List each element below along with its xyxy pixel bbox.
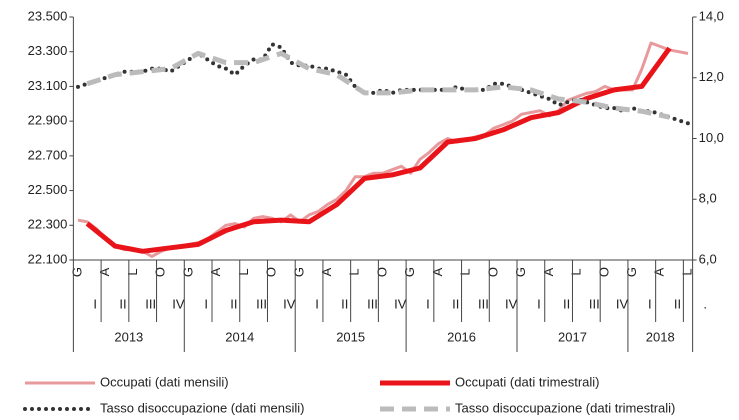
quarter-label: III xyxy=(145,296,156,311)
quarter-label: IV xyxy=(394,296,407,311)
series-line xyxy=(85,46,672,254)
year-label: 2017 xyxy=(558,329,587,344)
quarter-label: II xyxy=(563,296,570,311)
year-label: 2016 xyxy=(447,329,476,344)
quarter-label: I xyxy=(648,296,652,311)
month-label: L xyxy=(458,268,473,275)
y-tick-label: 22.500 xyxy=(28,182,68,197)
quarter-label: IV xyxy=(505,296,518,311)
y-tick-label: 22.900 xyxy=(28,113,68,128)
month-label: O xyxy=(374,267,389,277)
quarter-label: IV xyxy=(172,296,185,311)
y-tick-label: 23.300 xyxy=(28,43,68,58)
quarter-label: I xyxy=(204,296,208,311)
quarter-label: III xyxy=(256,296,267,311)
legend-label: Tasso disoccupazione (dati trimestrali) xyxy=(455,400,675,415)
month-label: G xyxy=(624,267,639,277)
quarter-label: I xyxy=(426,296,430,311)
month-label: G xyxy=(513,267,528,277)
quarter-label: I xyxy=(537,296,541,311)
month-label: O xyxy=(485,267,500,277)
legend-label: Tasso disoccupazione (dati mensili) xyxy=(100,400,304,415)
quarter-label: II xyxy=(119,296,126,311)
month-label: G xyxy=(402,267,417,277)
quarter-label: . xyxy=(703,296,707,311)
month-label: A xyxy=(652,267,667,276)
y-tick-label: 23.500 xyxy=(28,8,68,23)
quarter-label: II xyxy=(230,296,237,311)
legend-label: Occupati (dati trimestrali) xyxy=(455,374,599,389)
quarter-label: III xyxy=(478,296,489,311)
month-label: A xyxy=(97,267,112,276)
month-label: O xyxy=(596,267,611,277)
month-label: O xyxy=(264,267,279,277)
month-label: L xyxy=(347,268,362,275)
month-label: A xyxy=(319,267,334,276)
quarter-label: III xyxy=(367,296,378,311)
quarter-label: II xyxy=(452,296,459,311)
series-line xyxy=(77,41,689,258)
quarter-label: IV xyxy=(283,296,296,311)
month-label: L xyxy=(125,268,140,275)
quarter-label: I xyxy=(315,296,319,311)
quarter-label: I xyxy=(93,296,97,311)
y2-tick-label: 6,0 xyxy=(699,251,717,266)
year-label: 2013 xyxy=(114,329,143,344)
quarter-label: IV xyxy=(616,296,629,311)
series-line xyxy=(76,42,690,126)
series-line xyxy=(86,50,671,120)
month-label: A xyxy=(208,267,223,276)
y2-tick-label: 8,0 xyxy=(699,191,717,206)
quarter-label: II xyxy=(341,296,348,311)
month-label: O xyxy=(153,267,168,277)
month-label: A xyxy=(541,267,556,276)
month-label: A xyxy=(430,267,445,276)
month-label: G xyxy=(291,267,306,277)
month-label: G xyxy=(180,267,195,277)
year-label: 2018 xyxy=(646,329,675,344)
y-tick-label: 22.100 xyxy=(28,251,68,266)
month-label: L xyxy=(569,268,584,275)
y-tick-label: 23.100 xyxy=(28,78,68,93)
y2-tick-label: 14,0 xyxy=(699,8,724,23)
year-label: 2015 xyxy=(336,329,365,344)
month-label: L xyxy=(236,268,251,275)
quarter-label: III xyxy=(589,296,600,311)
month-label: L xyxy=(679,268,694,275)
legend-label: Occupati (dati mensili) xyxy=(100,374,229,389)
month-label: G xyxy=(69,267,84,277)
y-tick-label: 22.700 xyxy=(28,147,68,162)
quarter-label: II xyxy=(674,296,681,311)
year-label: 2014 xyxy=(225,329,254,344)
y-tick-label: 22.300 xyxy=(28,217,68,232)
y2-tick-label: 10,0 xyxy=(699,130,724,145)
y2-tick-label: 12,0 xyxy=(699,69,724,84)
